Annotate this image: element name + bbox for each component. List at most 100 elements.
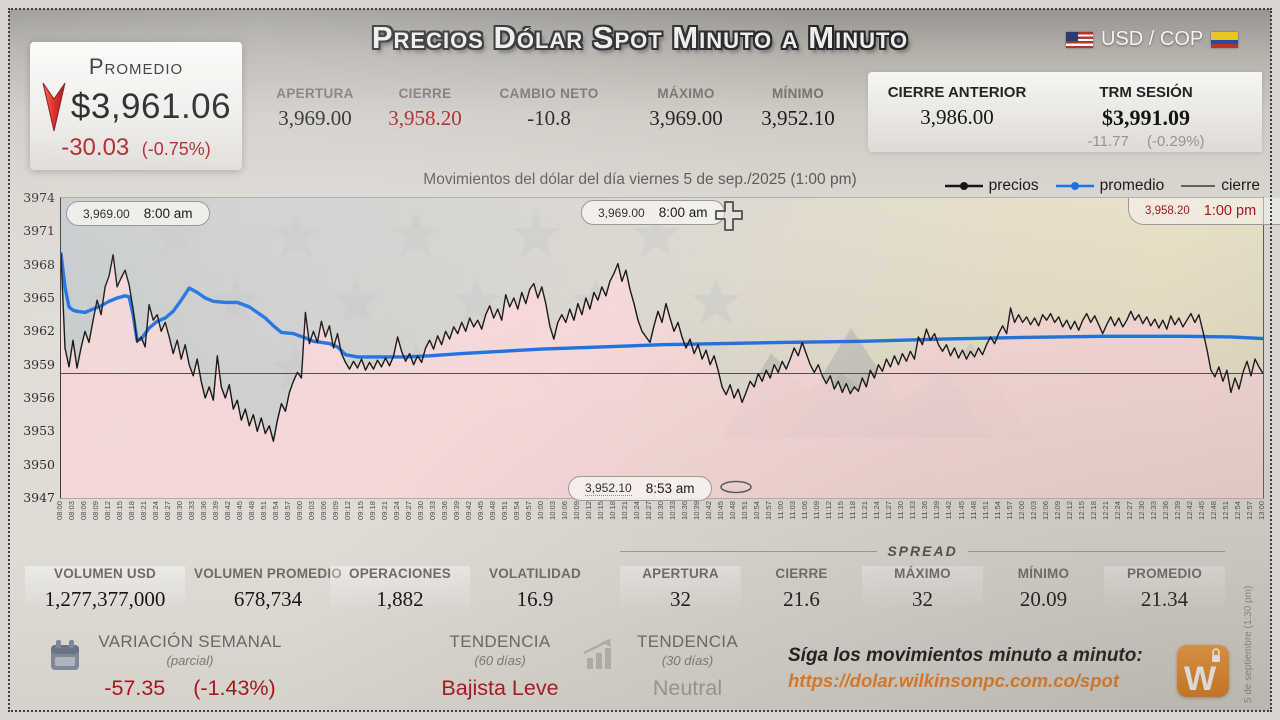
- x-tick-label: 08:39: [211, 501, 221, 521]
- us-flag-icon: [1066, 31, 1093, 48]
- spread-minimo-value: 20.09: [1019, 587, 1068, 611]
- stat-cambio-neto-value: -10.8: [527, 106, 571, 130]
- legend-label: precios: [988, 177, 1039, 194]
- trend-chart-icon: [583, 639, 611, 669]
- x-tick-label: 11:21: [860, 501, 870, 520]
- spread-promedio-label: PROMEDIO: [1126, 566, 1203, 581]
- x-tick-label: 08:51: [259, 501, 269, 521]
- x-tick-label: 09:54: [511, 501, 521, 521]
- x-tick-label: 09:42: [463, 501, 473, 521]
- x-tick-label: 12:54: [1232, 501, 1242, 521]
- stat-trm-value: $3,991.09: [1102, 105, 1190, 130]
- price-chart: [60, 197, 1264, 499]
- callout-cierre-time: 1:00 pm: [1203, 203, 1257, 219]
- x-tick-label: 08:00: [55, 501, 64, 521]
- stat-operaciones-label: OPERACIONES: [349, 566, 451, 581]
- x-tick-label: 08:57: [283, 501, 293, 521]
- x-tick-label: 10:24: [631, 501, 641, 521]
- y-tick-label: 3974: [23, 190, 55, 205]
- x-tick-label: 11:12: [824, 501, 834, 520]
- callout-maximo-time: 8:00 am: [658, 205, 708, 220]
- x-tick-label: 12:39: [1172, 501, 1182, 521]
- stat-apertura: APERTURA 3,969.00: [250, 86, 380, 131]
- x-tick-label: 09:06: [319, 501, 329, 521]
- x-tick-label: 09:39: [451, 501, 461, 521]
- x-tick-label: 10:39: [692, 501, 702, 521]
- stat-trm-sesion: TRM SESIÓN $3,991.09 -11.77 (-0.29%): [1071, 84, 1221, 150]
- y-tick-label: 3962: [23, 323, 55, 339]
- tendencia-60-sub: (60 días): [474, 653, 526, 668]
- stat-minimo: MÍNIMO 3,952.10: [733, 86, 863, 131]
- promedio-line-icon: [1055, 182, 1094, 190]
- x-tick-label: 10:33: [668, 501, 678, 521]
- x-tick-label: 10:09: [571, 501, 581, 521]
- promedio-value: $3,961.06: [70, 87, 232, 126]
- stat-operaciones: OPERACIONES 1,882: [330, 566, 470, 612]
- x-tick-label: 10:30: [656, 501, 665, 521]
- spread-divider-right: [967, 550, 1226, 552]
- x-tick-label: 12:09: [1052, 501, 1062, 521]
- x-tick-label: 13:00: [1257, 501, 1266, 521]
- x-tick-label: 08:45: [235, 501, 245, 521]
- stat-volumen-usd-label: VOLUMEN USD: [54, 566, 156, 581]
- star-watermark: [451, 277, 501, 324]
- price-chart-canvas: [61, 210, 1263, 498]
- x-tick-label: 11:54: [992, 501, 1002, 520]
- spread-apertura-value: 32: [670, 587, 691, 611]
- x-tick-label: 10:45: [716, 501, 726, 521]
- x-tick-label: 08:54: [271, 501, 281, 521]
- x-tick-label: 11:18: [848, 501, 858, 520]
- stat-trm-sub-pct: (-0.29%): [1147, 133, 1205, 150]
- tendencia-60-label: TENDENCIA: [449, 632, 551, 651]
- x-tick-label: 09:21: [379, 501, 389, 521]
- x-tick-label: 12:42: [1184, 501, 1194, 521]
- x-tick-label: 11:45: [956, 501, 966, 520]
- legend-label: cierre: [1221, 177, 1260, 194]
- star-watermark: [271, 210, 321, 257]
- wilkinsonpc-logo[interactable]: W: [1177, 645, 1229, 697]
- stat-minimo-label: MÍNIMO: [771, 86, 825, 101]
- x-tick-label: 09:57: [523, 501, 533, 521]
- x-tick-label: 10:42: [704, 501, 714, 521]
- x-tick-label: 08:42: [223, 501, 233, 521]
- tendencia-30-sub: (30 días): [661, 653, 714, 668]
- promedio-line: [61, 251, 1263, 359]
- spread-minimo-label: MÍNIMO: [1017, 566, 1070, 581]
- x-tick-label: 10:27: [643, 501, 653, 521]
- stat-cierre-value: 3,958.20: [388, 106, 462, 130]
- y-tick-label: 3947: [23, 490, 55, 505]
- stat-minimo-value: 3,952.10: [761, 106, 835, 130]
- plus-marker-icon: [715, 201, 743, 231]
- x-tick-label: 08:18: [127, 501, 137, 521]
- x-tick-label: 10:12: [583, 501, 593, 521]
- tendencia-60-value: Bajista Leve: [441, 676, 559, 700]
- x-tick-label: 11:00: [776, 501, 786, 520]
- x-tick-label: 12:15: [1076, 501, 1086, 521]
- spread-promedio-value: 21.34: [1140, 587, 1189, 611]
- cta-url-link[interactable]: https://dolar.wilkinsonpc.com.co/spot: [788, 670, 1119, 691]
- x-tick-label: 11:42: [944, 501, 954, 520]
- x-tick-label: 09:09: [331, 501, 341, 521]
- x-tick-label: 11:57: [1004, 501, 1014, 520]
- stat-cambio-neto: CAMBIO NETO -10.8: [484, 86, 614, 131]
- y-tick-label: 3965: [23, 290, 55, 305]
- promedio-change-value: -30.03: [61, 134, 130, 161]
- promedio-change-pct: (-0.75%): [141, 139, 211, 159]
- x-tick-label: 12:00: [1016, 501, 1026, 521]
- tendencia-30-block: TENDENCIA (30 días) Neutral: [610, 632, 765, 701]
- legend-item-cierre: cierre: [1180, 177, 1260, 195]
- stat-maximo-value: 3,969.00: [649, 106, 723, 130]
- x-tick-label: 11:15: [836, 501, 846, 520]
- cta-block: Síga los movimientos minuto a minuto: ht…: [788, 645, 1143, 692]
- page-title: Precios Dólar Spot Minuto a Minuto: [371, 20, 909, 55]
- y-tick-label: 3959: [23, 356, 55, 372]
- spread-maximo-label: MÁXIMO: [894, 566, 951, 581]
- spread-cierre-value: 21.6: [783, 587, 820, 611]
- promedio-label: Promedio: [88, 54, 184, 79]
- legend-item-precios: precios: [944, 177, 1039, 195]
- tendencia-30-value: Neutral: [652, 676, 723, 700]
- x-tick-label: 10:57: [764, 501, 774, 521]
- x-tick-label: 11:33: [908, 501, 918, 520]
- callout-minimo-value: 3,952.10: [585, 481, 632, 496]
- x-tick-label: 09:03: [307, 501, 317, 521]
